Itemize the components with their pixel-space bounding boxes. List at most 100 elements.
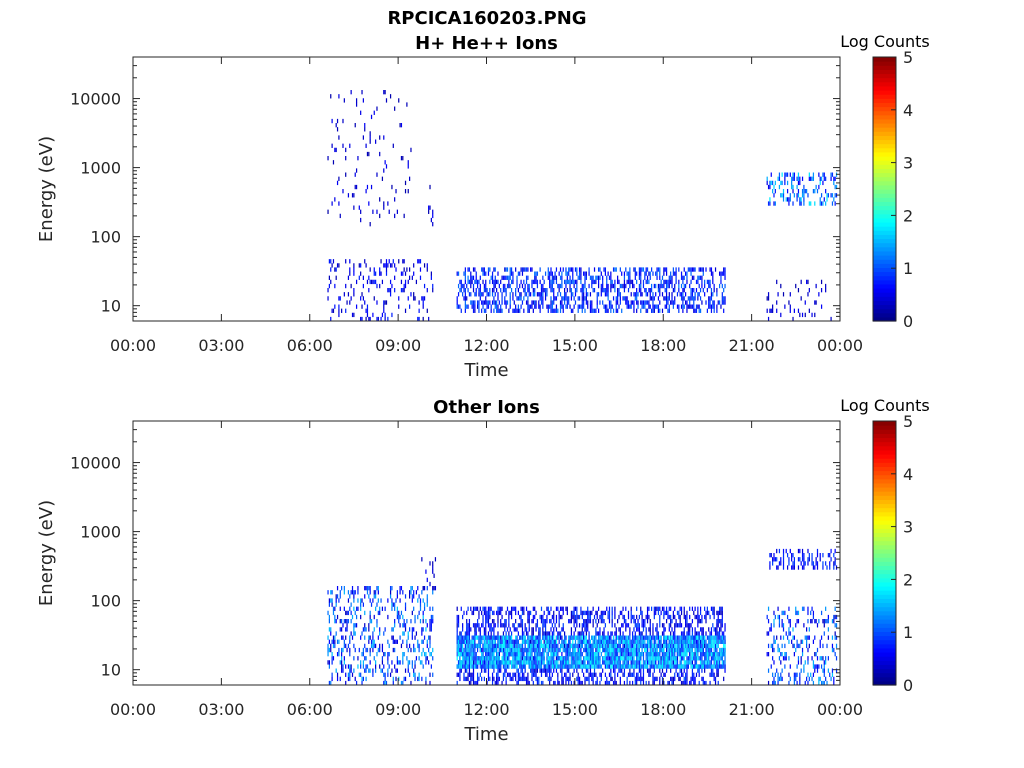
spectrogram-cell — [618, 292, 620, 297]
spectrogram-cell — [342, 668, 344, 673]
spectrogram-cell — [457, 292, 460, 297]
spectrogram-cell — [670, 643, 672, 649]
spectrogram-cell — [530, 610, 532, 616]
spectrogram-cell — [833, 197, 835, 202]
spectrogram-cell — [593, 672, 596, 677]
spectrogram-cell — [651, 288, 653, 293]
spectrogram-cell — [583, 635, 585, 640]
spectrogram-cell — [675, 275, 677, 280]
spectrogram-cell — [553, 308, 555, 313]
spectrogram-cell — [482, 267, 484, 272]
spectrogram-cell — [680, 656, 683, 661]
spectrogram-cell — [549, 304, 551, 309]
spectrogram-cell — [551, 631, 553, 636]
spectrogram-cell — [482, 304, 484, 309]
spectrogram-cell — [512, 623, 514, 628]
spectrogram-cell — [365, 263, 367, 268]
spectrogram-cell — [606, 635, 608, 640]
spectrogram-cell — [475, 275, 477, 280]
spectrogram-cell — [648, 300, 650, 305]
spectrogram-cell — [383, 664, 385, 669]
spectrogram-cell — [501, 275, 503, 280]
spectrogram-cell — [686, 676, 688, 682]
spectrogram-cell — [409, 594, 411, 599]
spectrogram-cell — [710, 627, 713, 632]
spectrogram-cell — [581, 643, 583, 649]
spectrogram-cell — [418, 316, 420, 322]
spectrogram-cell — [466, 660, 468, 665]
spectrogram-cell — [470, 275, 472, 280]
spectrogram-cell — [608, 619, 611, 624]
spectrogram-cell — [653, 614, 655, 620]
spectrogram-cell — [355, 102, 358, 107]
spectrogram-cell — [470, 271, 472, 276]
spectrogram-cell — [517, 660, 519, 665]
spectrogram-cell — [549, 643, 551, 649]
spectrogram-cell — [339, 590, 341, 595]
spectrogram-cell — [509, 635, 511, 640]
spectrogram-cell — [610, 664, 612, 669]
spectrogram-cell — [330, 267, 332, 272]
spectrogram-cell — [576, 271, 578, 276]
spectrogram-cell — [815, 283, 817, 289]
spectrogram-cell — [535, 275, 537, 280]
spectrogram-cell — [513, 627, 515, 632]
spectrogram-cell — [682, 308, 684, 313]
spectrogram-cell — [686, 656, 688, 661]
spectrogram-cell — [659, 680, 661, 686]
spectrogram-cell — [648, 660, 650, 665]
spectrogram-cell — [525, 656, 528, 661]
spectrogram-cell — [349, 267, 351, 272]
spectrogram-cell — [509, 283, 511, 289]
spectrogram-cell — [542, 652, 544, 657]
spectrogram-cell — [524, 623, 526, 628]
spectrogram-cell — [379, 283, 381, 289]
spectrogram-cell — [689, 267, 691, 272]
spectrogram-cell — [463, 635, 465, 640]
spectrogram-cell — [491, 627, 494, 632]
spectrogram-cell — [614, 639, 616, 644]
spectrogram-cell — [593, 639, 596, 644]
spectrogram-cell — [550, 664, 552, 669]
spectrogram-cell — [810, 176, 812, 181]
spectrogram-cell — [478, 639, 480, 644]
spectrogram-cell — [549, 619, 551, 624]
spectrogram-cell — [602, 660, 604, 665]
colorbar-segment — [873, 135, 896, 141]
spectrogram-cell — [508, 672, 510, 677]
spectrogram-cell — [554, 275, 556, 280]
spectrogram-cell — [638, 676, 640, 682]
spectrogram-cell — [831, 193, 834, 198]
spectrogram-cell — [606, 652, 608, 657]
spectrogram-cell — [523, 606, 525, 611]
spectrogram-cell — [364, 610, 366, 616]
spectrogram-cell — [592, 660, 594, 665]
spectrogram-cell — [468, 647, 471, 653]
spectrogram-cell — [721, 292, 723, 297]
spectrogram-cell — [534, 614, 536, 620]
spectrogram-cell — [631, 279, 634, 285]
spectrogram-cell — [561, 283, 563, 289]
spectrogram-cell — [414, 664, 416, 669]
spectrogram-cell — [432, 288, 434, 293]
spectrogram-cell — [587, 652, 589, 657]
spectrogram-cell — [799, 176, 801, 181]
spectrogram-cell — [679, 619, 681, 624]
spectrogram-cell — [663, 631, 665, 636]
spectrogram-cell — [428, 647, 430, 653]
spectrogram-cell — [648, 279, 650, 285]
spectrogram-cell — [396, 656, 398, 661]
spectrogram-cell — [576, 656, 578, 661]
spectrogram-cell — [562, 296, 564, 301]
spectrogram-cell — [608, 660, 611, 665]
spectrogram-cell — [432, 619, 434, 624]
spectrogram-cell — [513, 308, 515, 313]
spectrogram-cell — [391, 586, 393, 591]
spectrogram-cell — [402, 680, 404, 686]
spectrogram-cell — [570, 296, 573, 301]
spectrogram-cell — [626, 279, 628, 285]
spectrogram-cell — [680, 292, 683, 297]
spectrogram-cell — [641, 647, 643, 653]
spectrogram-cell — [629, 656, 631, 661]
spectrogram-cell — [395, 668, 397, 673]
